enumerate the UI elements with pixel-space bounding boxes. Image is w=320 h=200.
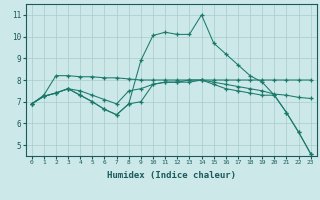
X-axis label: Humidex (Indice chaleur): Humidex (Indice chaleur) bbox=[107, 171, 236, 180]
